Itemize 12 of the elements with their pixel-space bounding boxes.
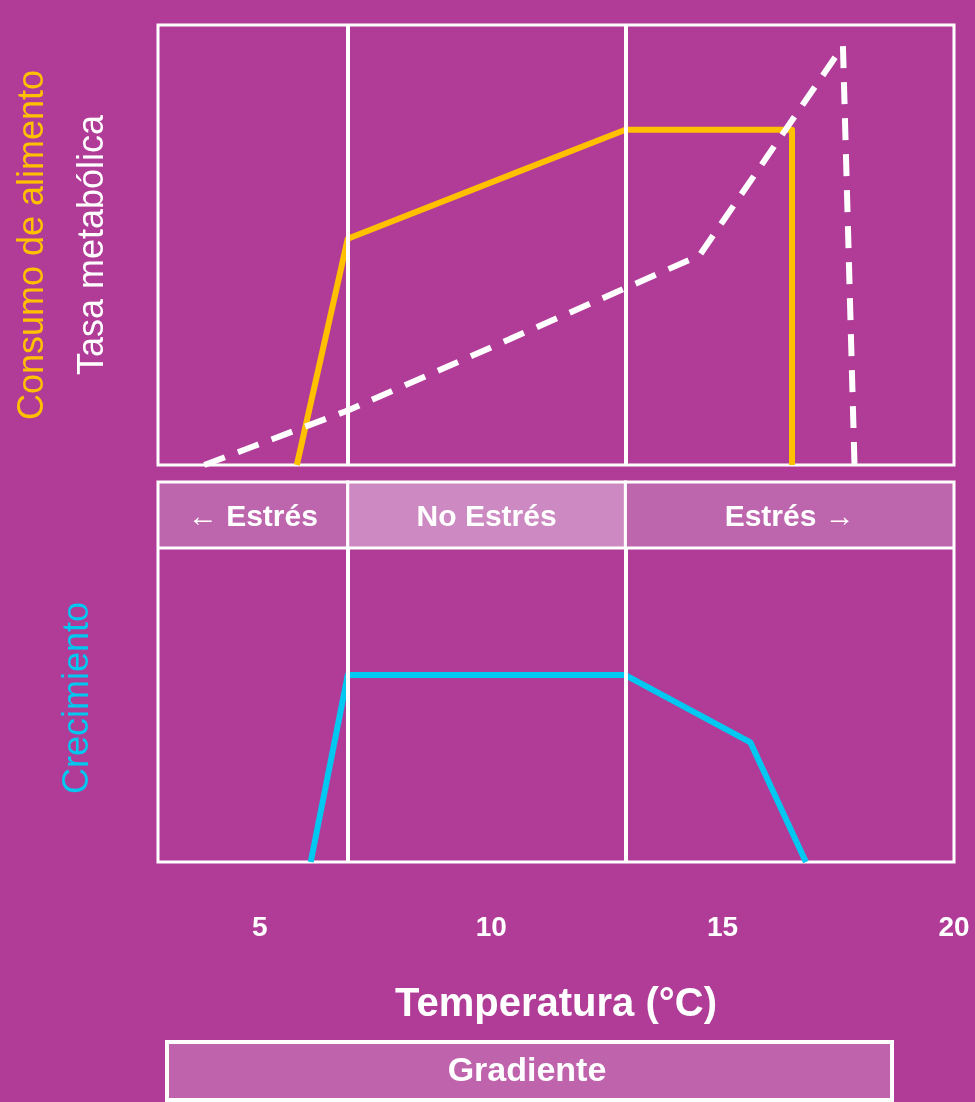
text: Gradiente bbox=[447, 1050, 607, 1088]
text: ← Estrés bbox=[187, 498, 318, 532]
text: Estrés → bbox=[724, 498, 855, 532]
x-tick-label: 5 bbox=[252, 910, 268, 942]
x-tick-label: 20 bbox=[938, 910, 970, 942]
x-tick-label: 10 bbox=[475, 910, 507, 942]
x-axis-title: Temperatura (°C) bbox=[395, 980, 717, 1024]
text: Tasa metabólica bbox=[69, 113, 111, 376]
text: No Estrés bbox=[416, 498, 557, 532]
text: Consumo de alimento bbox=[9, 69, 51, 421]
text: Crecimiento bbox=[54, 601, 96, 795]
x-tick-label: 15 bbox=[707, 910, 739, 942]
